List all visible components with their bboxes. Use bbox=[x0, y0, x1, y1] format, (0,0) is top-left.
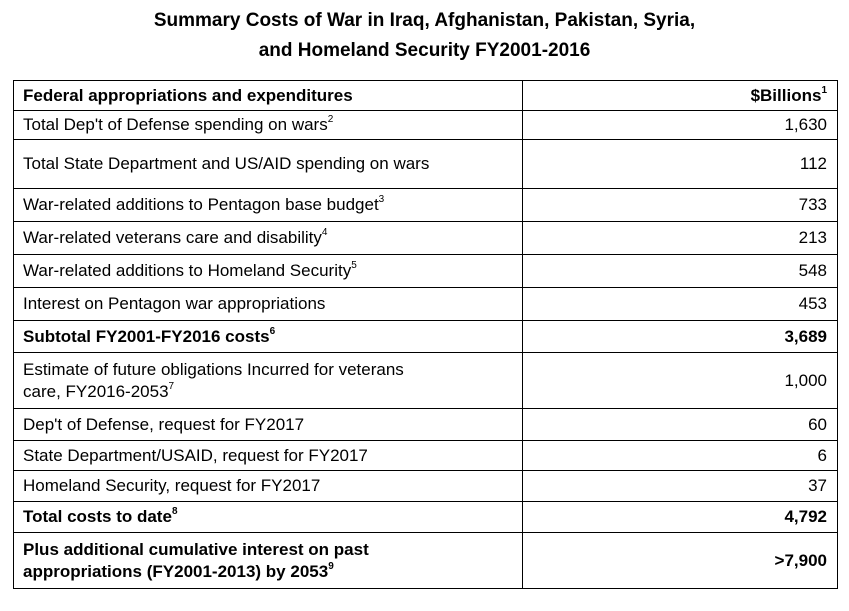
costs-table: Federal appropriations and expenditures … bbox=[13, 80, 838, 589]
total-row: Total costs to date8 4,792 bbox=[13, 501, 838, 533]
row-label: Subtotal FY2001-FY2016 costs6 bbox=[13, 320, 523, 353]
row-value: 733 bbox=[522, 188, 838, 222]
table-row: War-related additions to Homeland Securi… bbox=[13, 254, 838, 288]
title-line-2: and Homeland Security FY2001-2016 bbox=[258, 40, 591, 61]
row-value: 3,689 bbox=[522, 320, 838, 353]
row-label: War-related additions to Pentagon base b… bbox=[13, 188, 523, 222]
footnote-marker: 2 bbox=[327, 114, 334, 126]
row-label: Total State Department and US/AID spendi… bbox=[13, 139, 523, 189]
subtotal-row: Subtotal FY2001-FY2016 costs6 3,689 bbox=[13, 320, 838, 353]
table-row: Estimate of future obligations Incurred … bbox=[13, 352, 838, 409]
table-row: Homeland Security, request for FY2017 37 bbox=[13, 470, 838, 502]
footnote-marker: 5 bbox=[351, 260, 357, 272]
row-value: 1,000 bbox=[522, 352, 838, 409]
row-value: >7,900 bbox=[522, 532, 838, 589]
row-value: 112 bbox=[522, 139, 838, 189]
table-row: War-related veterans care and disability… bbox=[13, 221, 838, 255]
row-value: 37 bbox=[522, 470, 838, 502]
row-label: Plus additional cumulative interest on p… bbox=[13, 532, 523, 589]
row-value: 4,792 bbox=[522, 501, 838, 533]
table-row: State Department/USAID, request for FY20… bbox=[13, 440, 838, 471]
header-unit: $Billions1 bbox=[522, 80, 838, 111]
row-label: Total costs to date8 bbox=[13, 501, 523, 533]
footnote-marker: 7 bbox=[168, 380, 175, 392]
table-row: Total State Department and US/AID spendi… bbox=[13, 139, 838, 189]
row-label: Interest on Pentagon war appropriations bbox=[13, 287, 523, 321]
row-label: State Department/USAID, request for FY20… bbox=[13, 440, 523, 471]
table-row: Interest on Pentagon war appropriations … bbox=[13, 287, 838, 321]
footnote-marker: 4 bbox=[321, 227, 328, 239]
row-value: 548 bbox=[522, 254, 838, 288]
header-label: Federal appropriations and expenditures bbox=[13, 80, 523, 111]
footnote-marker: 9 bbox=[328, 560, 334, 572]
footnote-marker: 6 bbox=[269, 325, 276, 337]
footnote-marker: 3 bbox=[378, 194, 385, 206]
table-header-row: Federal appropriations and expenditures … bbox=[13, 80, 838, 111]
row-value: 1,630 bbox=[522, 110, 838, 140]
row-label: Homeland Security, request for FY2017 bbox=[13, 470, 523, 502]
cumulative-interest-row: Plus additional cumulative interest on p… bbox=[13, 532, 838, 589]
row-label: Estimate of future obligations Incurred … bbox=[13, 352, 523, 409]
row-value: 453 bbox=[522, 287, 838, 321]
page-title: Summary Costs of War in Iraq, Afghanista… bbox=[0, 6, 849, 66]
footnote-marker: 1 bbox=[821, 84, 827, 96]
row-label: War-related veterans care and disability… bbox=[13, 221, 523, 255]
row-value: 213 bbox=[522, 221, 838, 255]
footnote-marker: 8 bbox=[171, 506, 178, 518]
row-label: War-related additions to Homeland Securi… bbox=[13, 254, 523, 288]
row-value: 6 bbox=[522, 440, 838, 471]
table-row: Total Dep't of Defense spending on wars2… bbox=[13, 110, 838, 140]
row-value: 60 bbox=[522, 408, 838, 441]
title-line-1: Summary Costs of War in Iraq, Afghanista… bbox=[153, 10, 696, 31]
row-label: Total Dep't of Defense spending on wars2 bbox=[13, 110, 523, 140]
table-row: War-related additions to Pentagon base b… bbox=[13, 188, 838, 222]
table-row: Dep't of Defense, request for FY2017 60 bbox=[13, 408, 838, 441]
row-label: Dep't of Defense, request for FY2017 bbox=[13, 408, 523, 441]
